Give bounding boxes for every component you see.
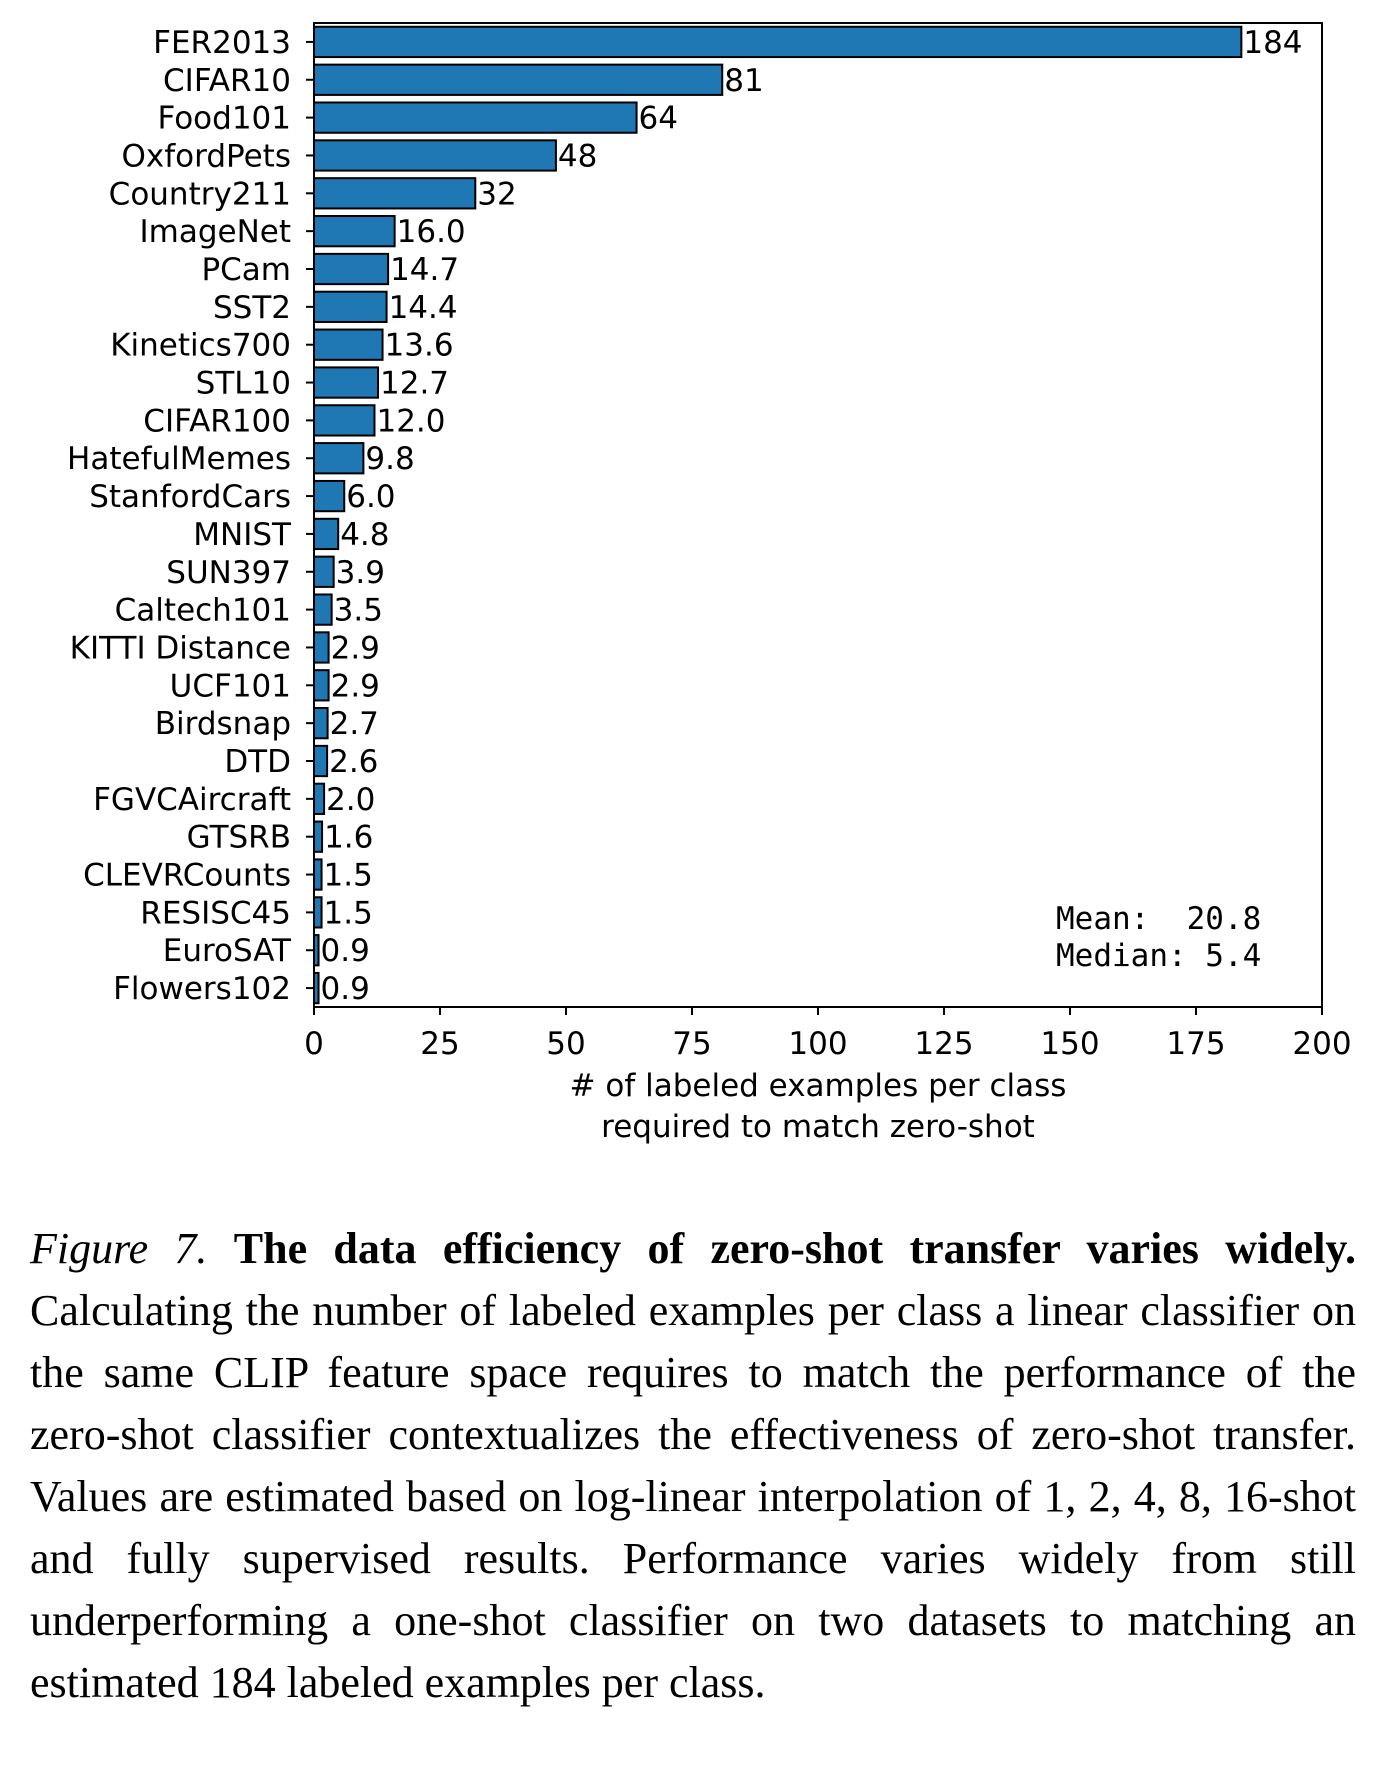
y-tick-label: DTD — [224, 744, 291, 780]
bars-layer: 184 81 64 48 32 16.014.714.413.612.712.09.86.… — [313, 25, 1303, 1007]
chart-svg: 184 81 64 48 32 16.014.714.413.612.712.09.86.… — [67, 22, 1352, 1145]
y-axis: FER2013CIFAR10Food101OxfordPetsCountry21… — [67, 25, 314, 1007]
y-tick-label: OxfordPets — [122, 138, 291, 174]
x-tick-label: 200 — [1292, 1026, 1351, 1062]
y-tick-label: Caltech101 — [115, 593, 291, 629]
bar-sun397 — [313, 555, 335, 588]
bar-kinetics700 — [313, 328, 384, 361]
bar-value-label: 3.9 — [336, 555, 385, 591]
y-tick-label: CLEVRCounts — [83, 858, 291, 894]
bar-value-label: 1.5 — [324, 895, 373, 931]
y-tick-label: GTSRB — [187, 820, 291, 856]
x-tick-label: 25 — [420, 1026, 459, 1062]
bar-cifar10 — [313, 63, 724, 96]
caption-body: Calculating the number of labeled exampl… — [30, 1286, 1356, 1707]
bar-value-label: 12.7 — [380, 366, 449, 402]
x-tick-label: 50 — [546, 1026, 585, 1062]
y-tick-label: FER2013 — [153, 25, 291, 61]
bar-sst2 — [313, 290, 388, 323]
bar-chart: 184 81 64 48 32 16.0 14.7 14.4 13.6 12.7 12.0 9.8 6.… — [67, 22, 1352, 1145]
x-tick-label: 75 — [672, 1026, 711, 1062]
y-tick-label: STL10 — [196, 366, 291, 402]
bar-value-label: 184 — [1243, 25, 1302, 61]
figure-caption: Figure 7. The data efficiency of zero-sh… — [30, 1218, 1356, 1714]
y-tick-label: Food101 — [157, 101, 291, 137]
x-axis: 0 25 50 75 100 125 150 175 200 — [304, 1007, 1352, 1062]
bar-value-label: 2.6 — [329, 744, 378, 780]
x-tick-label: 125 — [914, 1026, 973, 1062]
bar-value-label: 1.5 — [324, 858, 373, 894]
y-tick-label: Country211 — [109, 176, 291, 212]
bar-value-label: 0.9 — [321, 933, 370, 969]
bar-kitti-distance — [313, 631, 330, 664]
bar-fgvcaircraft — [313, 782, 326, 815]
y-tick-label: KITTI Distance — [70, 630, 291, 666]
bar-value-label: 2.7 — [330, 706, 379, 742]
y-tick-label: CIFAR100 — [143, 403, 291, 439]
caption-title: The data efficiency of zero-shot transfe… — [233, 1224, 1356, 1273]
bar-value-label: 9.8 — [365, 441, 414, 477]
bar-stanfordcars — [313, 479, 346, 513]
y-tick-label: CIFAR10 — [163, 63, 291, 99]
bar-value-label: 64 — [639, 101, 678, 137]
y-tick-label: UCF101 — [170, 668, 291, 704]
bar-food101 — [313, 101, 638, 134]
bar-value-label: 3.5 — [334, 593, 383, 629]
y-tick-label: MNIST — [193, 517, 292, 553]
bar-mnist — [313, 517, 340, 551]
bar-value-label: 16.0 — [397, 214, 466, 250]
bar-birdsnap — [313, 707, 329, 740]
y-tick-label: SUN397 — [166, 555, 291, 591]
bar-resisc45 — [313, 896, 323, 929]
caption-figure-label: Figure 7. — [30, 1224, 208, 1273]
bar-oxfordpets — [313, 139, 557, 172]
x-tick-label: 175 — [1166, 1026, 1225, 1062]
bar-value-label: 48 — [558, 138, 597, 174]
x-tick-label: 0 — [304, 1026, 324, 1062]
y-tick-label: StanfordCars — [89, 479, 291, 515]
y-tick-label: RESISC45 — [140, 895, 291, 931]
bar-value-label: 12.0 — [376, 403, 445, 439]
bar-stl10 — [313, 366, 380, 399]
median-annotation: Median: 5.4 — [1056, 938, 1261, 974]
y-tick-label: Flowers102 — [113, 971, 291, 1007]
bar-pcam — [313, 252, 390, 286]
x-tick-label: 100 — [788, 1026, 847, 1062]
bar-country211 — [313, 177, 477, 210]
bar-clevrcounts — [313, 858, 323, 891]
bar-value-label: 13.6 — [385, 328, 454, 364]
bar-value-label: 81 — [724, 63, 763, 99]
y-tick-label: Birdsnap — [155, 706, 291, 742]
bar-caltech101 — [313, 593, 333, 626]
bar-dtd — [313, 744, 329, 778]
bar-value-label: 0.9 — [321, 971, 370, 1007]
bar-value-label: 2.9 — [331, 668, 380, 704]
y-tick-label: ImageNet — [139, 214, 291, 250]
x-tick-label: 150 — [1040, 1026, 1099, 1062]
bar-value-label: 1.6 — [324, 820, 373, 856]
bar-value-label: 2.9 — [331, 630, 380, 666]
y-tick-label: PCam — [201, 252, 291, 288]
y-tick-label: Kinetics700 — [110, 328, 291, 364]
bar-ucf101 — [313, 669, 330, 702]
bar-imagenet — [313, 215, 396, 248]
y-tick-label: EuroSAT — [163, 933, 292, 969]
y-tick-label: SST2 — [213, 290, 291, 326]
bar-value-label: 4.8 — [340, 517, 389, 553]
bar-hatefulmemes — [313, 442, 365, 475]
x-axis-label-line-2: required to match zero-shot — [601, 1109, 1035, 1145]
bar-value-label: 2.0 — [326, 782, 375, 818]
bar-value-label: 14.4 — [389, 290, 458, 326]
bar-value-label: 6.0 — [346, 479, 395, 515]
y-tick-label: FGVCAircraft — [93, 782, 291, 818]
x-axis-label-line-1: # of labeled examples per class — [570, 1068, 1067, 1104]
bar-cifar100 — [313, 404, 376, 437]
mean-annotation: Mean: 20.8 — [1056, 901, 1261, 937]
y-tick-label: HatefulMemes — [67, 441, 291, 477]
bar-fer2013 — [313, 25, 1243, 59]
bar-gtsrb — [313, 820, 324, 853]
bar-value-label: 14.7 — [390, 252, 459, 288]
bar-value-label: 32 — [477, 176, 516, 212]
